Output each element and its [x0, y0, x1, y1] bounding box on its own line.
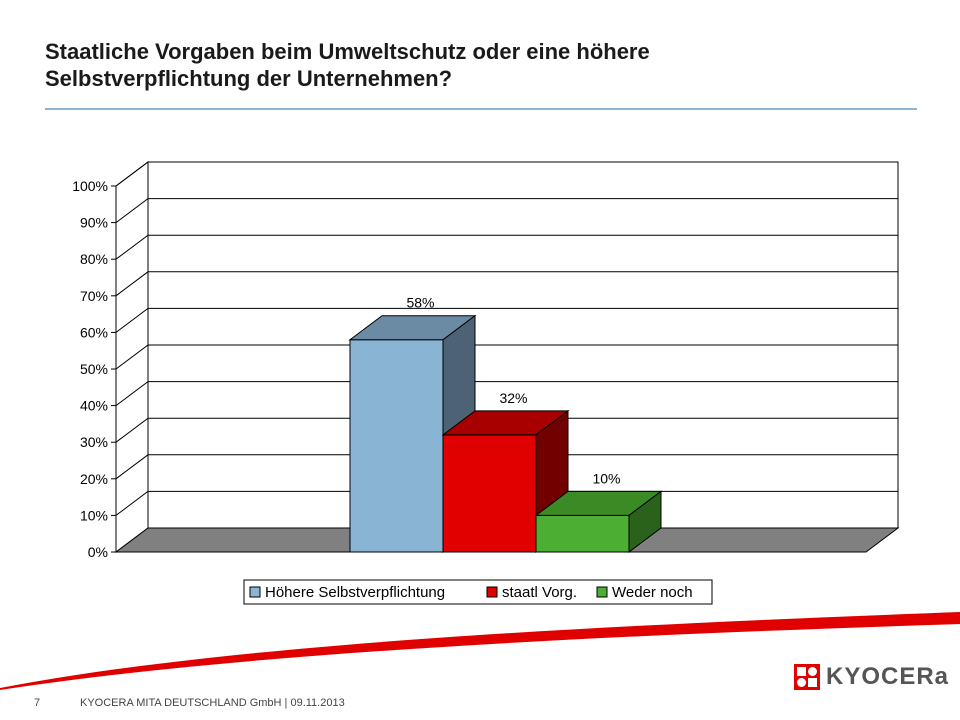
slide-title: Staatliche Vorgaben beim Umweltschutz od…: [45, 38, 905, 92]
slide-title-line2: Selbstverpflichtung der Unternehmen?: [45, 66, 453, 91]
brand-logo-text: KYOCERa: [826, 663, 950, 690]
data-label: 58%: [406, 295, 434, 311]
gridline: [115, 234, 898, 260]
bar-chart: 0% 10% 20% 30% 40% 50% 60% 70% 80% 90% 100% 58% 32% 1…: [72, 161, 900, 605]
brand-logo: KYOCERa: [794, 664, 949, 690]
legend: Höhere Selbstverpflichtung staatl Vorg. We…: [243, 579, 713, 605]
legend-swatch: [249, 586, 261, 598]
y-tick-label: 100%: [72, 178, 108, 194]
y-tick-label: 70%: [80, 288, 108, 304]
legend-item: staatl Vorg.: [486, 584, 577, 601]
y-tick-label: 90%: [80, 215, 108, 231]
gridline: [115, 381, 898, 407]
legend-item: Höhere Selbstverpflichtung: [249, 584, 445, 601]
bar-group: [534, 490, 663, 553]
gridline: [115, 198, 898, 224]
footer-company: KYOCERA MITA DEUTSCHLAND GmbH | 09.11.20…: [80, 697, 345, 709]
legend-swatch: [596, 586, 608, 598]
legend-label: Weder noch: [612, 584, 693, 601]
footer-swoosh: [0, 612, 960, 690]
gridline: [115, 344, 898, 370]
data-label: 10%: [592, 470, 620, 486]
slide-title-line1: Staatliche Vorgaben beim Umweltschutz od…: [45, 39, 650, 64]
gridline: [115, 417, 898, 443]
gridline: [115, 161, 898, 187]
y-tick-label: 80%: [80, 251, 108, 267]
gridline: [115, 271, 898, 297]
bar: [349, 339, 444, 553]
bar: [535, 514, 630, 553]
legend-label: staatl Vorg.: [502, 584, 577, 601]
legend-item: Weder noch: [596, 584, 693, 601]
data-label: 32%: [499, 390, 527, 406]
y-tick-label: 40%: [80, 398, 108, 414]
bar-side: [628, 490, 662, 553]
legend-box: [243, 579, 713, 605]
gridline: [115, 454, 898, 480]
legend-swatch: [486, 586, 498, 598]
y-tick-label: 30%: [80, 434, 108, 450]
y-tick-label: 50%: [80, 361, 108, 377]
kyocera-logo-icon: [794, 664, 820, 690]
y-tick-label: 10%: [80, 507, 108, 523]
legend-label: Höhere Selbstverpflichtung: [265, 584, 445, 601]
y-tick-label: 0%: [88, 544, 108, 560]
y-tick-label: 20%: [80, 471, 108, 487]
gridline: [115, 307, 898, 333]
y-tick-label: 60%: [80, 324, 108, 340]
title-divider: [45, 108, 917, 110]
bar: [442, 434, 537, 553]
footer-page-number: 7: [34, 697, 41, 709]
